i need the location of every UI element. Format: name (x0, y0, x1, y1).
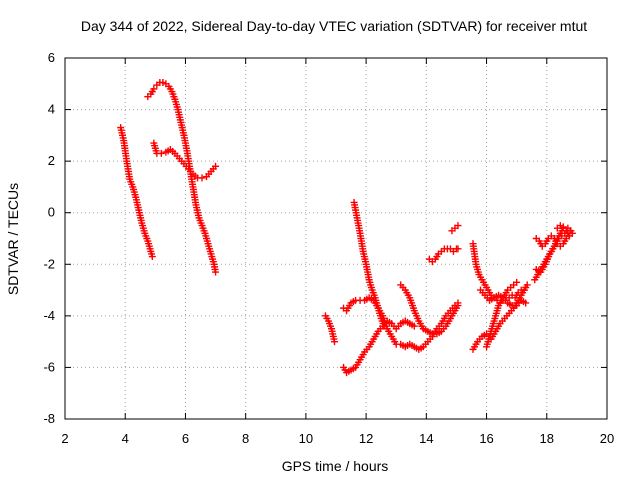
data-point (148, 253, 156, 261)
data-points (117, 78, 576, 377)
data-point (380, 322, 388, 330)
data-point (212, 268, 220, 276)
series-track-4 (321, 312, 338, 346)
y-tick-label: -2 (43, 256, 55, 271)
x-tick-label: 4 (122, 431, 129, 446)
chart-title: Day 344 of 2022, Sidereal Day-to-day VTE… (81, 18, 587, 34)
x-tick-label: 16 (479, 431, 493, 446)
data-point (212, 162, 220, 170)
series-track-12 (469, 281, 531, 353)
series-track-6 (340, 317, 418, 377)
data-point (150, 85, 158, 93)
y-tick-label: 4 (48, 102, 55, 117)
series-track-7 (350, 198, 388, 330)
data-point (513, 278, 521, 286)
data-point (454, 245, 462, 253)
data-point (565, 232, 573, 240)
data-point (330, 338, 338, 346)
series-track-3 (150, 139, 220, 182)
x-tick-label: 2 (61, 431, 68, 446)
x-tick-label: 6 (182, 431, 189, 446)
y-tick-label: 6 (48, 50, 55, 65)
x-tick-label: 18 (540, 431, 554, 446)
axis-ticks: 2 4 6 8 10 12 14 16 18 20 -8 -6 -4 -2 0 2 4 6 (43, 50, 614, 446)
y-axis-label: SDTVAR / TECUs (5, 183, 21, 295)
series-track-10 (448, 222, 462, 235)
data-point (198, 174, 206, 182)
x-axis-label: GPS time / hours (282, 458, 389, 474)
data-point (523, 281, 531, 289)
y-tick-label: -6 (43, 359, 55, 374)
series-track-18 (553, 222, 573, 240)
series-track-13 (477, 286, 530, 310)
plot-frame (64, 57, 608, 420)
y-tick-label: -4 (43, 308, 55, 323)
series-track-2 (144, 78, 220, 276)
x-tick-label: 8 (242, 431, 249, 446)
y-tick-label: 2 (48, 153, 55, 168)
data-point (410, 322, 418, 330)
data-point (522, 299, 530, 307)
y-tick-label: 0 (48, 205, 55, 220)
data-point (559, 223, 567, 231)
series-track-9 (425, 245, 462, 266)
series-track-8 (397, 281, 462, 338)
grid-lines (65, 58, 607, 419)
series-track-1 (117, 124, 156, 261)
x-tick-label: 14 (419, 431, 433, 446)
data-point (454, 302, 462, 310)
data-point (157, 149, 165, 157)
x-tick-label: 10 (299, 431, 313, 446)
y-tick-label: -8 (43, 411, 55, 426)
series-track-14 (483, 278, 521, 351)
series-track-17 (532, 224, 576, 276)
data-point (454, 222, 462, 230)
x-tick-label: 12 (359, 431, 373, 446)
x-tick-label: 20 (600, 431, 614, 446)
